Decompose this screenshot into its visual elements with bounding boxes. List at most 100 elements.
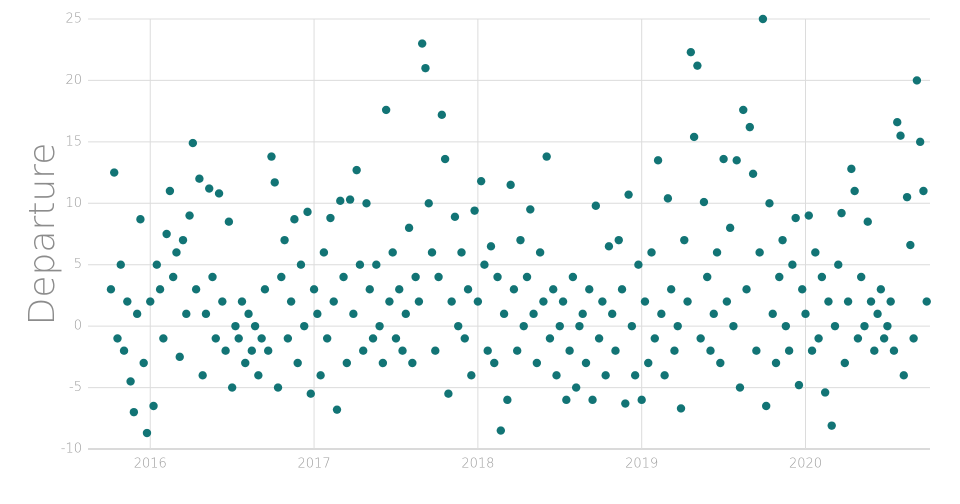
point xyxy=(814,334,823,343)
point xyxy=(608,309,617,319)
point xyxy=(853,334,863,343)
point xyxy=(480,260,489,269)
y-tick-label: 20 xyxy=(65,73,82,88)
point xyxy=(218,297,227,306)
point xyxy=(142,428,152,438)
point xyxy=(490,358,499,368)
point xyxy=(408,358,417,368)
point xyxy=(486,242,496,251)
point xyxy=(139,358,148,368)
x-tick-label: 2018 xyxy=(461,457,494,472)
point xyxy=(545,334,555,343)
y-tick-label: -10 xyxy=(61,442,82,457)
point xyxy=(585,285,594,294)
point xyxy=(873,309,882,319)
point xyxy=(820,388,830,397)
point xyxy=(316,371,325,380)
points xyxy=(106,14,931,438)
point xyxy=(532,358,542,368)
point xyxy=(804,211,813,220)
point xyxy=(752,346,761,355)
point xyxy=(411,272,420,282)
point xyxy=(136,215,145,224)
point xyxy=(473,297,483,306)
point xyxy=(293,358,302,368)
point xyxy=(267,152,276,161)
point xyxy=(765,199,774,208)
point xyxy=(332,405,342,414)
point xyxy=(326,213,335,223)
point xyxy=(198,371,207,380)
point xyxy=(722,297,732,306)
point xyxy=(512,346,522,355)
point xyxy=(909,334,918,343)
point xyxy=(168,272,178,282)
point xyxy=(119,346,129,355)
point xyxy=(365,285,374,294)
point xyxy=(175,352,184,362)
point xyxy=(716,358,725,368)
point xyxy=(706,346,715,355)
point xyxy=(165,186,175,196)
point xyxy=(381,105,391,115)
point xyxy=(578,309,587,319)
point xyxy=(359,346,368,355)
point xyxy=(254,371,263,380)
point xyxy=(919,186,928,196)
point xyxy=(863,217,872,226)
point xyxy=(300,321,309,331)
point xyxy=(211,334,220,343)
point xyxy=(775,272,784,282)
point xyxy=(732,156,741,165)
point xyxy=(912,76,922,85)
point xyxy=(539,297,548,306)
point xyxy=(195,174,204,183)
point xyxy=(568,272,578,282)
point xyxy=(755,248,764,257)
point xyxy=(388,248,397,257)
point xyxy=(899,371,908,380)
point xyxy=(745,122,755,132)
point xyxy=(450,212,460,221)
point xyxy=(801,309,810,319)
point xyxy=(224,217,234,226)
point xyxy=(879,334,889,343)
point xyxy=(470,206,479,215)
point xyxy=(385,297,394,306)
point xyxy=(185,211,194,220)
point xyxy=(290,215,299,224)
point xyxy=(781,321,791,331)
point xyxy=(575,321,584,331)
point xyxy=(250,321,260,331)
point xyxy=(840,358,850,368)
point xyxy=(876,285,886,294)
point xyxy=(191,285,201,294)
point xyxy=(621,399,630,408)
point xyxy=(116,260,125,269)
point xyxy=(132,309,142,319)
point xyxy=(699,197,709,207)
point xyxy=(349,309,358,319)
point xyxy=(827,421,836,430)
point xyxy=(431,346,440,355)
point xyxy=(906,240,915,250)
point xyxy=(355,260,365,269)
point xyxy=(378,358,388,368)
point xyxy=(794,380,804,390)
x-tick-label: 2020 xyxy=(789,457,822,472)
point xyxy=(817,272,827,282)
point xyxy=(110,168,119,177)
point xyxy=(617,285,627,294)
point xyxy=(434,272,443,282)
point xyxy=(627,321,637,331)
point xyxy=(860,321,869,331)
point xyxy=(476,176,486,186)
point xyxy=(686,47,696,57)
point xyxy=(889,346,899,355)
point xyxy=(280,235,289,245)
point xyxy=(493,272,502,282)
y-tick-label: 0 xyxy=(74,319,82,334)
point xyxy=(182,309,191,319)
point xyxy=(427,248,437,257)
point xyxy=(650,334,659,343)
